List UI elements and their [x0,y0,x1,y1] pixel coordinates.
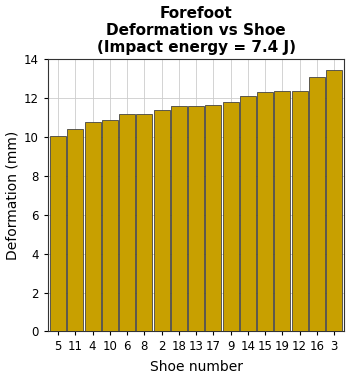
Bar [309,77,325,331]
Bar [240,96,256,331]
Bar [326,70,342,331]
Bar [171,106,187,331]
Bar [274,91,290,331]
Bar [68,129,83,331]
Bar [292,91,308,331]
Y-axis label: Deformation (mm): Deformation (mm) [6,131,20,260]
Bar [102,120,118,331]
Bar [205,105,221,331]
Title: Forefoot
Deformation vs Shoe
(Impact energy = 7.4 J): Forefoot Deformation vs Shoe (Impact ene… [97,6,296,55]
Bar [154,110,169,331]
Bar [50,136,66,331]
Bar [85,122,100,331]
Bar [257,92,273,331]
Bar [119,114,135,331]
Bar [223,102,239,331]
Bar [188,106,204,331]
X-axis label: Shoe number: Shoe number [149,361,243,374]
Bar [136,114,152,331]
